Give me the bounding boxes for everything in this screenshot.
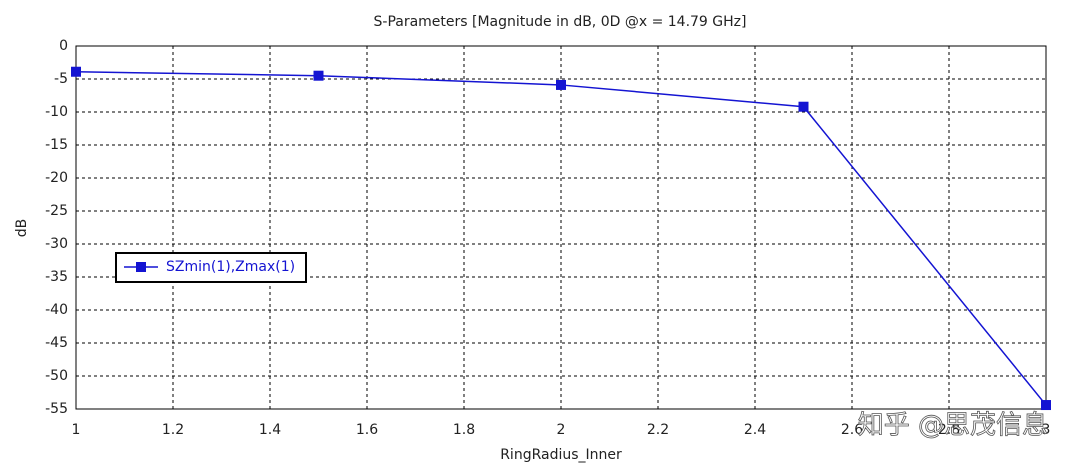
y-tick-label: -35	[45, 269, 68, 285]
chart-title: S-Parameters [Magnitude in dB, 0D @x = 1…	[374, 14, 747, 30]
legend-marker	[136, 262, 146, 272]
x-axis-label: RingRadius_Inner	[500, 447, 622, 463]
legend-label: SZmin(1),Zmax(1)	[166, 259, 295, 275]
y-tick-label: -5	[54, 71, 68, 87]
x-tick-label: 2.6	[841, 422, 863, 438]
watermark: 知乎 @思茂信息	[858, 411, 1048, 441]
plot-frame	[75, 45, 1047, 410]
y-tick-label: 0	[59, 38, 68, 54]
y-axis-label: dB	[14, 219, 30, 238]
x-tick-label: 3	[1042, 422, 1051, 438]
x-tick-label: 2.2	[647, 422, 669, 438]
marker	[71, 66, 81, 77]
y-tick-label: -55	[45, 401, 68, 417]
x-tick-label: 1.6	[356, 422, 378, 438]
y-tick-label: -40	[45, 302, 68, 318]
marker	[313, 70, 324, 81]
x-tick-label: 2.8	[938, 422, 960, 438]
y-tick-label: -30	[45, 236, 68, 252]
x-tick-label: 2.4	[744, 422, 766, 438]
y-tick-label: -10	[45, 104, 68, 120]
x-tick-label: 1.2	[162, 422, 184, 438]
x-tick-label: 2	[557, 422, 566, 438]
x-tick-label: 1.8	[453, 422, 475, 438]
y-tick-label: -50	[45, 368, 68, 384]
x-tick-label: 1.4	[259, 422, 281, 438]
x-tick-label: 1	[72, 422, 81, 438]
marker	[798, 101, 809, 112]
y-tick-label: -45	[45, 335, 68, 351]
y-tick-label: -15	[45, 137, 68, 153]
marker	[556, 79, 566, 90]
y-tick-label: -25	[45, 203, 68, 219]
marker	[1041, 400, 1051, 411]
y-tick-label: -20	[45, 170, 68, 186]
